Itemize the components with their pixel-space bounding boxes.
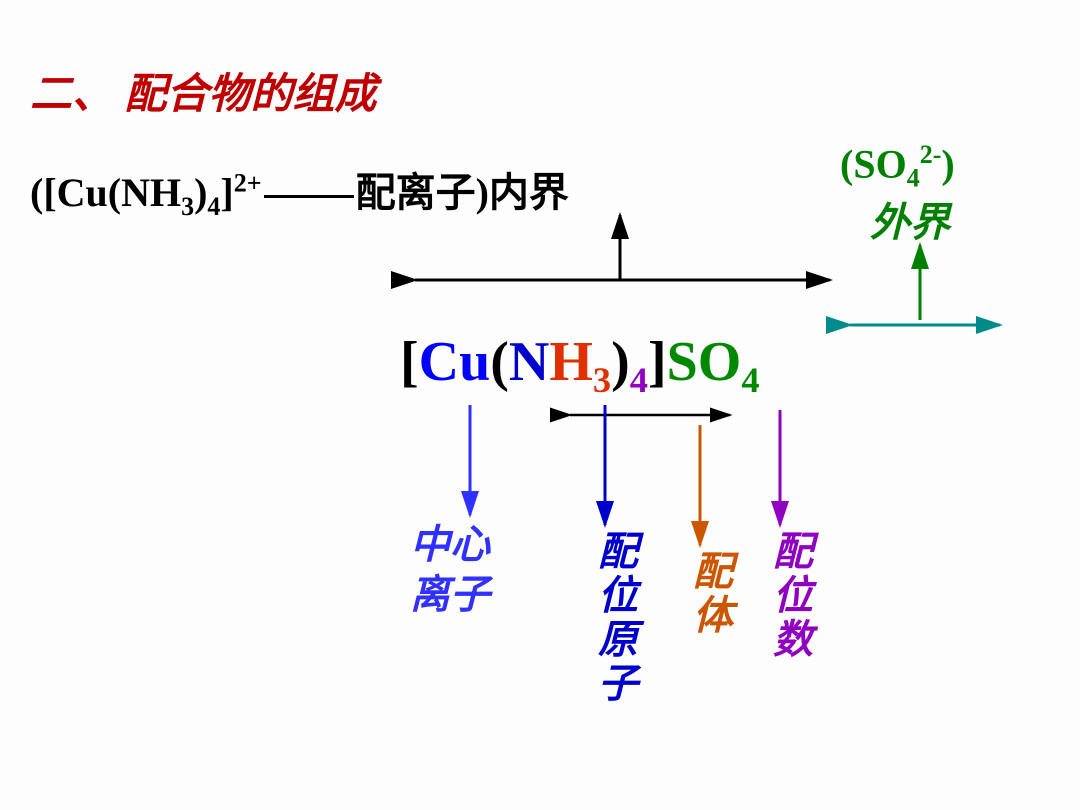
central-1: 中心 <box>410 520 490 570</box>
label-coord-num: 配位数 <box>760 530 818 662</box>
inner-label: 配离子)内界 <box>356 170 569 215</box>
central-2: 离子 <box>410 570 490 620</box>
f-h: H <box>549 331 593 393</box>
inner-end: ] <box>220 170 233 215</box>
inner-mid: ) <box>194 170 207 215</box>
arrows-svg <box>0 0 1080 810</box>
f-close-paren: ) <box>611 331 630 393</box>
so4-prefix: (SO <box>840 141 907 186</box>
so4-sup: 2- <box>920 140 942 169</box>
dash-line <box>264 195 354 198</box>
label-ligand: 配体 <box>680 550 738 638</box>
f-sub4: 4 <box>630 360 648 400</box>
f-sub3: 3 <box>593 360 611 400</box>
label-central-ion: 中心 离子 <box>410 520 490 620</box>
main-formula: [Cu(NH3)4]SO4 <box>400 330 760 401</box>
label-donor-atom: 配位原子 <box>585 530 643 706</box>
inner-prefix: ([Cu(NH <box>30 170 181 215</box>
f-close-bracket: ] <box>648 331 667 393</box>
outer-formula-label: (SO42-) <box>840 140 955 193</box>
f-open-bracket: [ <box>400 331 419 393</box>
section-title: 二、 配合物的组成 <box>30 60 377 121</box>
f-open-paren: ( <box>490 331 509 393</box>
so4-suffix: ) <box>941 141 954 186</box>
f-cu: Cu <box>419 331 491 393</box>
so4-sub: 4 <box>907 163 920 192</box>
f-n: N <box>509 331 549 393</box>
f-so: SO <box>667 331 742 393</box>
f-so-sub: 4 <box>741 360 759 400</box>
inner-sphere-line: ([Cu(NH3)4]2+配离子)内界 <box>30 160 569 222</box>
outer-sphere-label: 外界 <box>870 190 950 248</box>
